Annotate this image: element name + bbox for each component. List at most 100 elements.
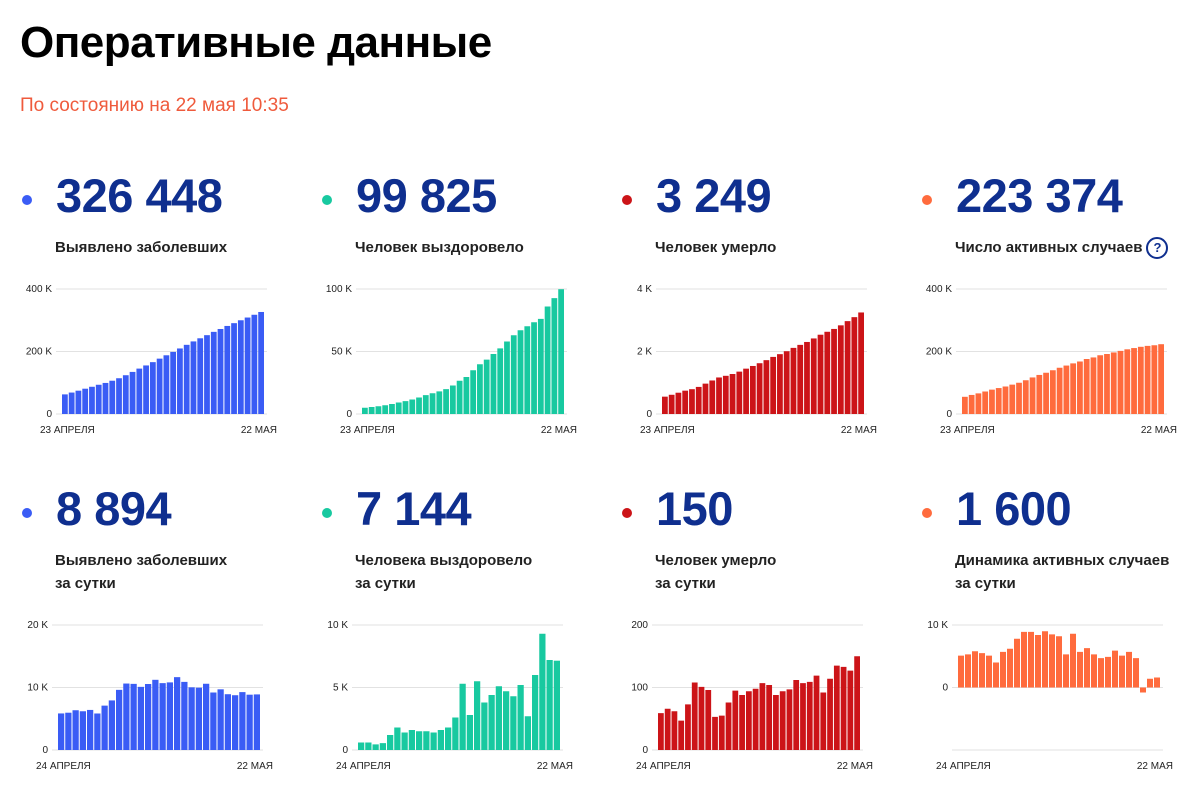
bar [463,377,470,414]
stat-card-active-total: 223 374 Число активных случаев? 0 200 K 400 … [920,168,1190,488]
bar [375,406,382,414]
stat-value: 3 249 [656,169,772,222]
bar [989,389,995,415]
bar [517,330,524,414]
y-tick-label: 200 [631,620,648,631]
bar [1056,367,1063,414]
bar [806,681,813,751]
bar [253,694,260,750]
bar [729,374,736,414]
bar [246,694,253,750]
stat-label-line: Выявлено заболевших [55,552,228,569]
x-end-label: 22 МАЯ [1137,761,1173,772]
stat-label: Человек умерло за сутки [655,549,776,595]
bar [1097,355,1104,414]
bar [430,732,437,750]
stat-label-line: Человек выздоровело [355,239,524,256]
bar [1070,633,1076,688]
series-dot-icon [22,508,32,518]
bar [553,660,560,750]
bar [95,384,102,414]
bar [204,335,210,414]
bar [810,338,817,414]
page-title: Оперативные данные [20,18,492,67]
stat-label: Число активных случаев? [955,236,1169,260]
bar [483,359,490,415]
bar [716,377,722,414]
bar [986,655,992,688]
bar [474,681,481,750]
bar [1014,638,1020,688]
bar [224,694,231,750]
x-start-label: 24 АПРЕЛЯ [336,761,391,772]
stat-value: 1 600 [956,482,1072,535]
bar [1110,352,1117,414]
series-dot-icon [922,195,932,205]
y-tick-label: 0 [46,409,52,420]
bar [736,371,743,415]
stat-card-active-daily: 1 600 Динамика активных случаев за сутки 0 1… [920,481,1190,801]
bar [793,680,800,750]
bar [1029,377,1036,414]
bar [152,679,159,750]
x-start-label: 23 АПРЕЛЯ [340,425,395,436]
help-icon[interactable]: ? [1146,237,1169,260]
stat-card-cases-daily: 8 894 Выявлено заболевших за сутки 0 10 K 20 … [20,481,290,801]
bar [101,705,108,750]
bar [456,380,463,414]
bar [1098,658,1104,688]
bar [109,380,116,414]
bar [965,654,971,688]
bar [183,344,190,414]
x-end-label: 22 МАЯ [1141,425,1177,436]
bar [79,711,86,750]
bar [531,322,537,414]
bar [743,368,749,414]
bar [1112,650,1118,688]
stat-value: 150 [656,482,733,535]
stat-value: 7 144 [356,482,472,535]
bar [130,683,137,750]
page-subtitle: По состоянию на 22 мая 10:35 [20,95,289,116]
stat-card-deaths-total: 3 249 Человек умерло 0 2 K 4 K 23 АПРЕЛЯ 22 МА… [620,168,890,488]
x-start-label: 23 АПРЕЛЯ [640,425,695,436]
y-tick-label: 0 [942,683,948,694]
bar [1063,365,1070,414]
bar [237,320,244,414]
bar [1077,651,1083,688]
bar [258,311,264,414]
bar [503,691,510,750]
bar [416,731,423,750]
x-start-label: 24 АПРЕЛЯ [36,761,91,772]
bar [804,341,810,414]
bar [510,335,517,414]
bar [401,732,408,750]
bar [358,742,365,750]
bar [1126,651,1132,688]
bar [1091,654,1097,688]
bar [790,347,797,415]
stat-value: 223 374 [956,169,1123,222]
bar [1119,655,1125,688]
bar [749,365,756,414]
stat-label: Человека выздоровело за сутки [355,549,532,595]
bar [558,289,564,414]
bar [691,682,698,750]
bar [682,390,689,414]
x-end-label: 22 МАЯ [237,761,273,772]
bar [231,323,237,414]
bar [408,730,415,750]
bar [459,683,466,750]
bar [858,312,864,414]
y-tick-label: 200 K [926,347,952,358]
bar [239,692,246,750]
bar [766,685,773,750]
bar [539,633,546,750]
bar [62,394,68,414]
bar [1022,380,1029,414]
bar [156,358,163,414]
bar [232,695,239,750]
bar [546,660,553,750]
bar-chart: 0 10 K 20 K 24 АПРЕЛЯ 22 МАЯ [27,620,273,772]
y-tick-label: 100 K [326,284,352,295]
